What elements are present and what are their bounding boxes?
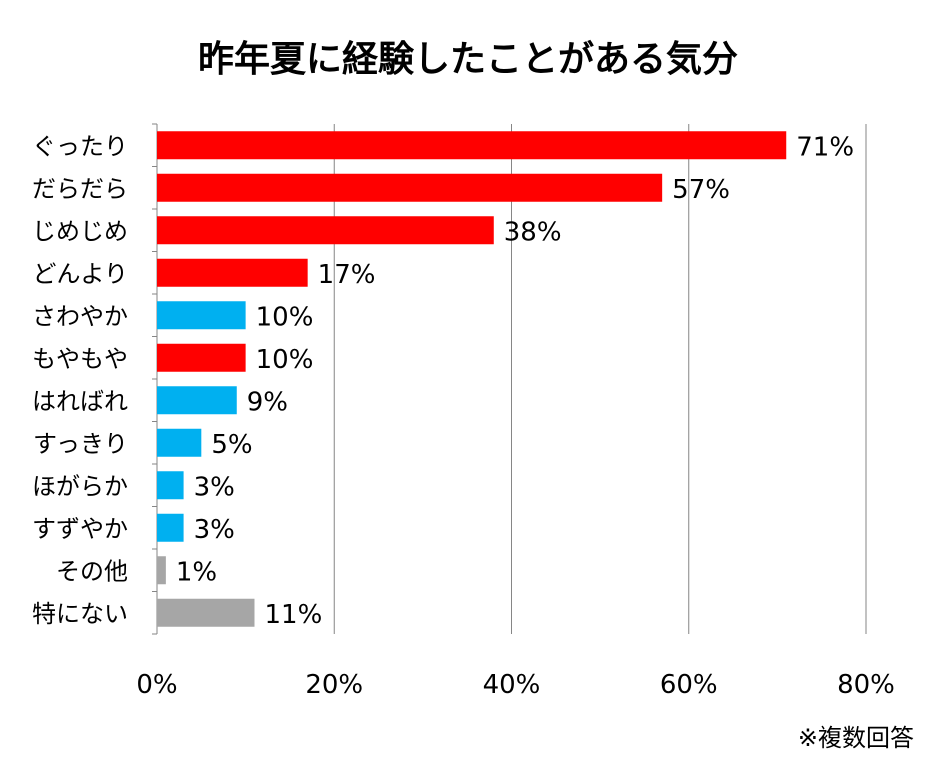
bar xyxy=(157,428,202,457)
x-tick-label: 60% xyxy=(660,670,718,700)
x-tick-label: 40% xyxy=(483,670,541,700)
bar xyxy=(157,131,787,160)
category-label: じめじめ xyxy=(32,217,128,245)
category-label: すずやか xyxy=(32,515,128,543)
data-label: 3% xyxy=(194,515,235,545)
bar xyxy=(157,556,166,585)
category-label: はればれ xyxy=(32,387,128,415)
data-label: 10% xyxy=(256,302,314,332)
bar xyxy=(157,386,237,415)
data-label: 11% xyxy=(264,600,322,630)
data-label: 1% xyxy=(176,557,217,587)
category-label: もやもや xyxy=(32,345,128,373)
bar xyxy=(157,301,246,330)
data-label: 3% xyxy=(194,472,235,502)
category-label: どんより xyxy=(32,260,128,288)
x-tick-label: 80% xyxy=(837,670,895,700)
category-label: だらだら xyxy=(32,175,128,203)
bar xyxy=(157,173,663,202)
x-tick-label: 0% xyxy=(136,670,177,700)
footnote: ※複数回答 xyxy=(797,724,914,752)
data-label: 57% xyxy=(672,175,730,205)
category-label: すっきり xyxy=(33,430,128,458)
bar xyxy=(157,343,246,372)
bar xyxy=(157,216,494,245)
bar xyxy=(157,258,308,287)
category-label: その他 xyxy=(56,557,128,585)
bar xyxy=(157,471,184,500)
category-label: ぐったり xyxy=(32,132,128,160)
x-tick-label: 20% xyxy=(305,670,363,700)
chart-title: 昨年夏に経験したことがある気分 xyxy=(197,39,738,80)
data-label: 17% xyxy=(318,260,376,290)
data-label: 71% xyxy=(796,132,854,162)
bar xyxy=(157,513,184,542)
bar xyxy=(157,598,255,627)
data-label: 5% xyxy=(211,430,252,460)
data-label: 38% xyxy=(504,217,562,247)
category-label: さわやか xyxy=(32,302,128,330)
category-label: ほがらか xyxy=(32,472,128,500)
category-label: 特にない xyxy=(32,600,128,628)
data-label: 9% xyxy=(247,387,288,417)
data-label: 10% xyxy=(256,345,314,375)
